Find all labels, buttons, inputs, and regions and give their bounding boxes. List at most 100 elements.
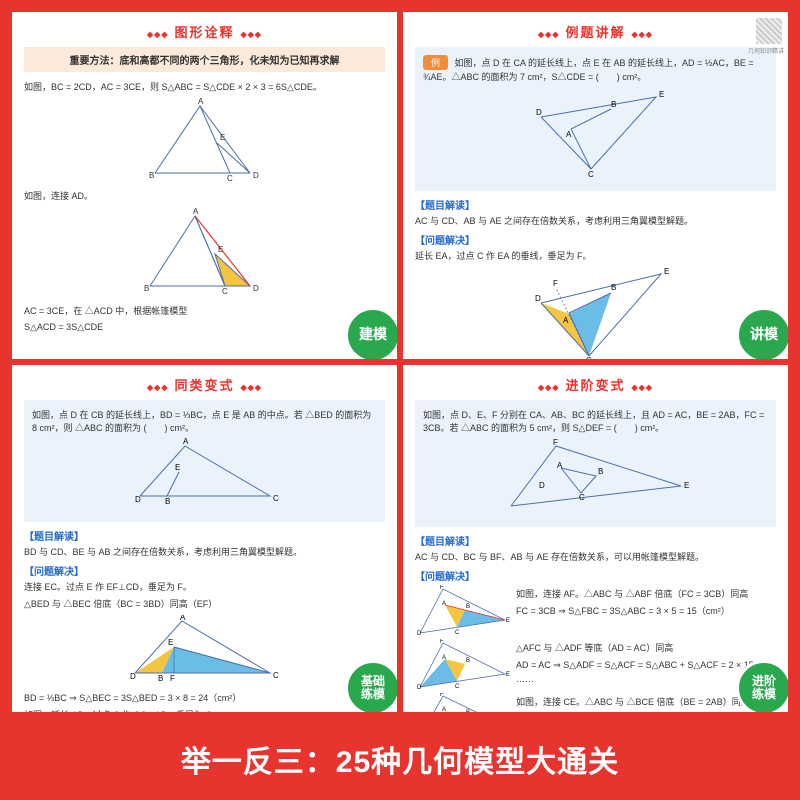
svg-text:D: D bbox=[539, 481, 545, 490]
text: △BED 与 △BEC 倍底（BC = 3BD）同高（EF） bbox=[24, 597, 385, 611]
svg-text:F: F bbox=[440, 585, 444, 591]
svg-text:D: D bbox=[417, 631, 422, 637]
triangle-diagram-4: D F A B E C bbox=[415, 268, 776, 359]
section-label: 【题目解读】 bbox=[415, 197, 776, 212]
svg-text:A: A bbox=[193, 208, 199, 216]
svg-text:A: A bbox=[183, 438, 189, 446]
svg-text:A: A bbox=[180, 615, 186, 622]
panel-title: 同类变式 bbox=[24, 375, 385, 394]
panel-example-explain: 几何知识精讲 例题讲解 例 如图，点 D 在 CA 的延长线上，点 E 在 AB… bbox=[403, 12, 788, 359]
panel-title: 例题讲解 bbox=[415, 22, 776, 41]
method-box: 重要方法：底和高都不同的两个三角形，化未知为已知再求解 bbox=[24, 47, 385, 72]
svg-text:B: B bbox=[611, 283, 616, 292]
panel-grid: 图形诠释 重要方法：底和高都不同的两个三角形，化未知为已知再求解 如图，BC =… bbox=[12, 12, 788, 712]
svg-text:D: D bbox=[417, 685, 422, 691]
qr-caption: 几何知识精讲 bbox=[748, 46, 784, 55]
section-label: 【问题解决】 bbox=[24, 563, 385, 578]
svg-text:C: C bbox=[586, 356, 592, 359]
example-badge: 例 bbox=[423, 55, 448, 70]
svg-text:D: D bbox=[130, 672, 136, 681]
svg-text:A: A bbox=[198, 98, 204, 106]
section-label: 【问题解决】 bbox=[415, 568, 776, 583]
text: FC = 3CB ⇒ S△FBC = 3S△ABC = 3 × 5 = 15（c… bbox=[516, 604, 776, 618]
svg-text:A: A bbox=[563, 316, 569, 325]
svg-text:C: C bbox=[273, 671, 279, 680]
svg-text:E: E bbox=[168, 638, 173, 647]
example-text: 如图，点 D 在 CA 的延长线上，点 E 在 AB 的延长线上，AD = ½A… bbox=[423, 58, 754, 82]
svg-text:E: E bbox=[218, 245, 223, 254]
svg-text:C: C bbox=[222, 287, 228, 296]
svg-text:B: B bbox=[466, 710, 470, 712]
example-box: 例 如图，点 D 在 CA 的延长线上，点 E 在 AB 的延长线上，AD = … bbox=[415, 47, 776, 191]
panel-similar-variant: 同类变式 如图，点 D 在 CB 的延长线上，BD = ⅓BC，点 E 是 AB… bbox=[12, 365, 397, 712]
bottom-banner: 举一反三：25种几何模型大通关 bbox=[0, 718, 800, 800]
svg-text:D: D bbox=[135, 495, 141, 504]
svg-text:C: C bbox=[455, 630, 460, 636]
svg-text:C: C bbox=[455, 684, 460, 690]
text: AC = 3CE，在 △ACD 中，根据帐篷模型 bbox=[24, 304, 385, 318]
badge-build-model: 建模 bbox=[345, 307, 397, 359]
svg-text:E: E bbox=[175, 463, 180, 472]
mini-diagram-a: F D A C B E bbox=[415, 585, 510, 637]
svg-text:A: A bbox=[557, 461, 563, 470]
svg-text:F: F bbox=[553, 438, 558, 447]
svg-text:C: C bbox=[273, 494, 279, 503]
panel-graphic-interpretation: 图形诠释 重要方法：底和高都不同的两个三角形，化未知为已知再求解 如图，BC =… bbox=[12, 12, 397, 359]
triangle-diagram-2: A B C D E bbox=[24, 208, 385, 300]
svg-text:A: A bbox=[442, 601, 446, 607]
svg-text:D: D bbox=[253, 284, 259, 293]
svg-text:D: D bbox=[535, 294, 541, 303]
triangle-diagram-1: A B C D E bbox=[24, 98, 385, 185]
svg-text:F: F bbox=[553, 279, 558, 288]
svg-text:A: A bbox=[566, 130, 572, 139]
example-box: 如图，点 D 在 CB 的延长线上，BD = ⅓BC，点 E 是 AB 的中点。… bbox=[24, 400, 385, 522]
triangle-diagram-6: A E D F B C bbox=[24, 615, 385, 687]
svg-text:B: B bbox=[598, 467, 603, 476]
svg-text:B: B bbox=[165, 497, 170, 506]
panel-title: 进阶变式 bbox=[415, 375, 776, 394]
text: 连接 EC。过点 E 作 EF⊥CD，垂足为 F。 bbox=[24, 580, 385, 594]
text: 如图，BC = 2CD，AC = 3CE，则 S△ABC = S△CDE × 2… bbox=[24, 80, 385, 94]
svg-text:E: E bbox=[659, 90, 664, 99]
svg-text:E: E bbox=[506, 672, 510, 678]
text: 如图，连接 AF。△ABC 与 △ABF 倍底（FC = 3CB）同高 bbox=[516, 587, 776, 601]
svg-text:F: F bbox=[440, 639, 444, 645]
svg-text:F: F bbox=[440, 693, 444, 698]
text: AC 与 CD、BC 与 BF、AB 与 AE 存在倍数关系，可以用帐篷模型解题… bbox=[415, 550, 776, 564]
svg-text:E: E bbox=[220, 133, 225, 142]
badge-explain-model: 讲模 bbox=[736, 307, 788, 359]
text: 如图，延长 AB，过点 C 作 CG⊥AB，垂足为 G。 bbox=[24, 708, 385, 712]
svg-text:B: B bbox=[144, 284, 149, 293]
svg-text:E: E bbox=[506, 618, 510, 624]
section-label: 【题目解读】 bbox=[415, 533, 776, 548]
svg-text:F: F bbox=[170, 674, 175, 683]
panel-title: 图形诠释 bbox=[24, 22, 385, 41]
svg-text:A: A bbox=[442, 655, 446, 661]
text: △AFC 与 △ADF 等底（AD = AC）同高 bbox=[516, 641, 776, 655]
text: BD 与 CD、BE 与 AB 之间存在倍数关系，考虑利用三角翼模型解题。 bbox=[24, 545, 385, 559]
svg-text:A: A bbox=[442, 707, 446, 712]
triangle-diagram-7: F D A C B E bbox=[423, 438, 768, 515]
qr-code-icon bbox=[756, 18, 782, 44]
svg-text:B: B bbox=[149, 171, 154, 180]
section-label: 【题目解读】 bbox=[24, 528, 385, 543]
example-box: 如图，点 D、E、F 分别在 CA、AB、BC 的延长线上，且 AD = AC，… bbox=[415, 400, 776, 527]
section-label: 【问题解决】 bbox=[415, 232, 776, 247]
text: S△ACD = 3S△CDE bbox=[24, 320, 385, 334]
text: 延长 EA，过点 C 作 EA 的垂线，垂足为 F。 bbox=[415, 249, 776, 263]
text: AC 与 CD、AB 与 AE 之间存在倍数关系，考虑利用三角翼模型解题。 bbox=[415, 214, 776, 228]
example-text: 如图，点 D 在 CB 的延长线上，BD = ⅓BC，点 E 是 AB 的中点。… bbox=[32, 410, 371, 433]
badge-basic-practice: 基础 练模 bbox=[345, 660, 397, 712]
svg-text:B: B bbox=[466, 604, 470, 610]
triangle-diagram-3: D A B E C bbox=[423, 87, 768, 179]
svg-text:C: C bbox=[227, 174, 233, 183]
mini-diagram-b: FD AC BE bbox=[415, 639, 510, 691]
svg-text:D: D bbox=[253, 171, 259, 180]
mini-diagram-c: FD AC BE bbox=[415, 693, 510, 712]
text: 如图，连接 AD。 bbox=[24, 189, 385, 203]
text: BD = ⅓BC ⇒ S△BEC = 3S△BED = 3 × 8 = 24（c… bbox=[24, 691, 385, 705]
panel-advanced-variant: 进阶变式 如图，点 D、E、F 分别在 CA、AB、BC 的延长线上，且 AD … bbox=[403, 365, 788, 712]
svg-text:B: B bbox=[158, 674, 163, 683]
svg-text:E: E bbox=[664, 268, 669, 276]
triangle-diagram-5: A E D B C bbox=[32, 438, 377, 510]
